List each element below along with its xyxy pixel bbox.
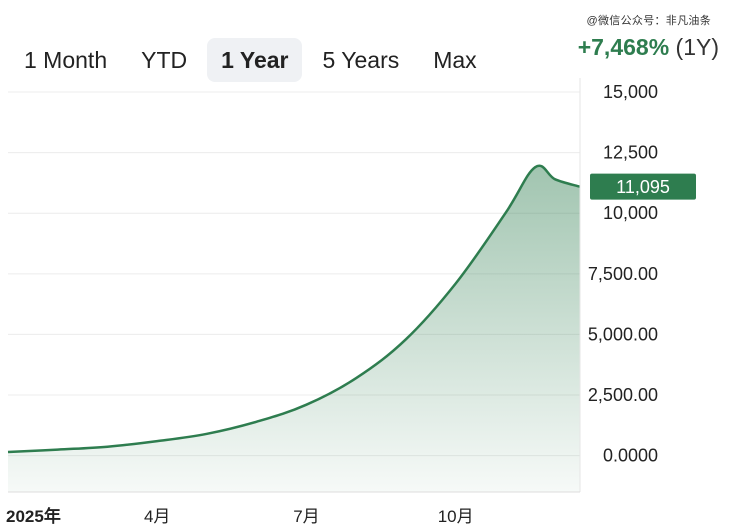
x-tick-label: 7月 [293,507,319,526]
range-tabs: 1 Month YTD 1 Year 5 Years Max [10,38,497,82]
y-tick-label: 7,500.00 [588,264,658,284]
last-value-label: 11,095 [616,177,670,197]
x-axis-ticks: 2025年 4月 7月 10月 [6,506,474,526]
y-tick-label: 10,000 [603,203,658,223]
watermark: @微信公众号：非凡油条 [586,15,711,27]
last-value-badge-bg [590,173,696,200]
change-period: (1Y) [675,34,719,60]
y-axis-ticks: 15,000 12,500 10,000 7,500.00 5,000.00 2,500.… [588,82,658,466]
y-tick-label: 5,000.00 [588,324,658,344]
change-percent: +7,468% [577,34,670,60]
y-tick-label: 15,000 [603,82,658,102]
last-value-badge: 11,095 [590,173,696,200]
x-tick-label: 4月 [144,507,170,526]
series-line [7,164,581,454]
y-tick-label: 2,500.00 [588,385,658,405]
x-tick-label: 2025年 [6,506,61,526]
y-tick-label: 12,500 [603,143,658,163]
tab-5-years[interactable]: 5 Years [322,47,400,73]
tab-1-month[interactable]: 1 Month [24,47,108,73]
x-tick-label: 10月 [438,507,474,526]
tab-1-year[interactable]: 1 Year [207,38,303,82]
tab-ytd[interactable]: YTD [141,47,188,73]
series-area [8,165,580,492]
tab-max[interactable]: Max [433,47,477,73]
price-change: +7,468% (1Y) [578,34,719,61]
y-tick-label: 0.0000 [603,446,658,466]
